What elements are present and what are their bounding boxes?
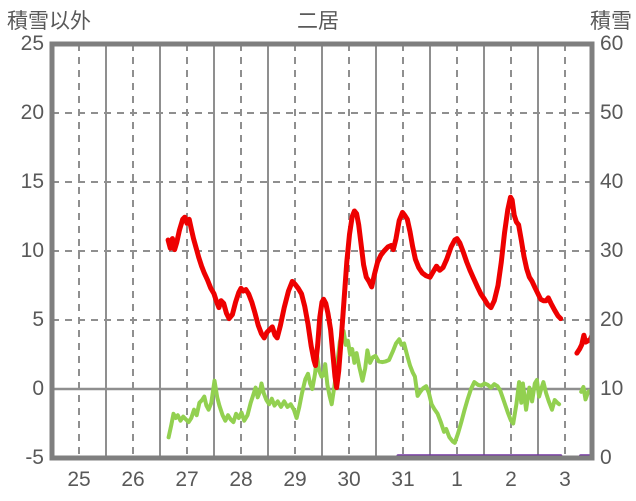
x-axis-tick: 25 [67, 468, 91, 491]
chart-title: 二居 [297, 10, 339, 33]
right-axis-tick: 40 [600, 170, 624, 193]
red-line [165, 194, 564, 391]
x-axis-tick: 3 [559, 468, 571, 491]
left-axis-title: 積雪以外 [7, 10, 91, 33]
right-axis-tick: 10 [600, 377, 624, 400]
left-axis-tick: 0 [32, 377, 44, 400]
x-axis-tick: 29 [283, 468, 307, 491]
right-axis-tick: 60 [600, 32, 624, 55]
x-axis-tick: 26 [121, 468, 145, 491]
x-axis-tick: 27 [175, 468, 199, 491]
plot-border [49, 41, 595, 461]
left-axis-tick: 5 [32, 308, 44, 331]
right-axis-tick: 0 [600, 446, 612, 469]
right-axis-tick: 50 [600, 101, 624, 124]
right-axis-title: 積雪 [590, 10, 632, 33]
right-axis-tick: 30 [600, 239, 624, 262]
green-line [166, 329, 562, 445]
x-axis-tick: 28 [229, 468, 253, 491]
left-axis-tick: -5 [25, 446, 44, 469]
left-axis-tick: 15 [20, 170, 44, 193]
left-axis-tick: 10 [20, 239, 44, 262]
left-axis-tick: 20 [20, 101, 44, 124]
x-axis-tick: 30 [337, 468, 361, 491]
left-axis-tick: 25 [20, 32, 44, 55]
x-axis-tick: 31 [391, 468, 415, 491]
x-axis-tick: 1 [451, 468, 463, 491]
right-axis-tick: 20 [600, 308, 624, 331]
x-axis-tick: 2 [505, 468, 517, 491]
